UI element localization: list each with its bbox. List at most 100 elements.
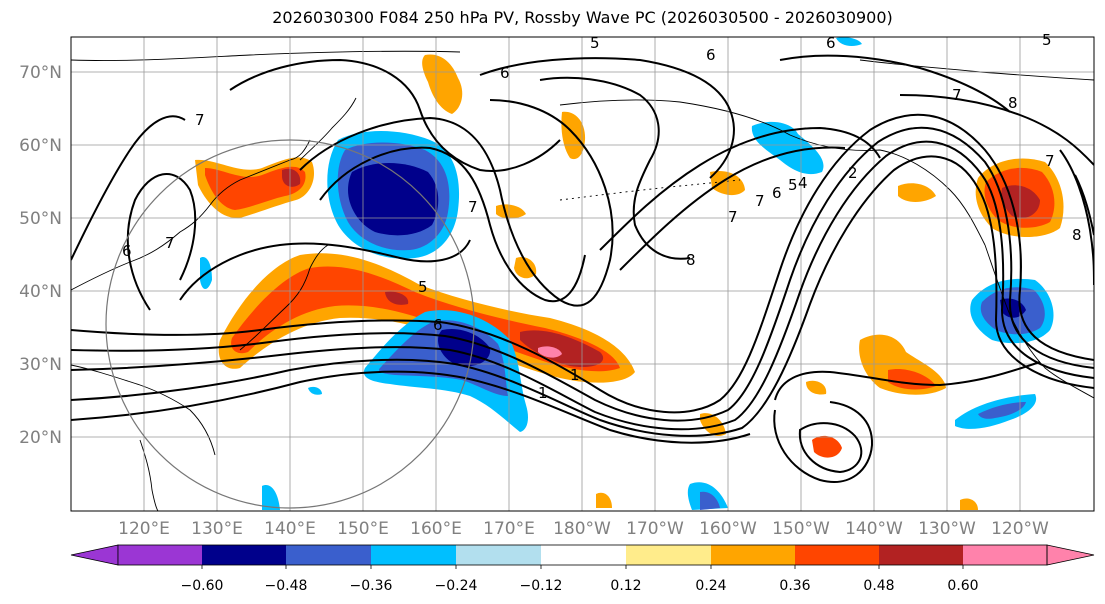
coast-alaska bbox=[559, 99, 986, 246]
lat-label-50n: 50°N bbox=[19, 209, 62, 229]
contour-label: 1 bbox=[538, 384, 548, 402]
contour-label: 7 bbox=[952, 86, 962, 104]
contour-label: 5 bbox=[418, 278, 428, 296]
positive-anomaly-small-2 bbox=[806, 380, 827, 395]
contour-label: 6 bbox=[122, 242, 132, 260]
lon-label-150e: 150°E bbox=[337, 519, 389, 539]
colorbar: −0.60 −0.48 −0.36 −0.24 −0.12 0.12 0.24 … bbox=[70, 544, 1095, 594]
colorbar-segment bbox=[626, 545, 711, 565]
lon-label-130e: 130°E bbox=[191, 519, 243, 539]
contour-label: 5 bbox=[788, 176, 798, 194]
positive-anomaly-ec-pacific bbox=[898, 183, 936, 202]
colorbar-tick-label: −0.12 bbox=[520, 578, 563, 594]
colorbar-tick-label: −0.24 bbox=[435, 578, 478, 594]
colorbar-tick-label: 0.36 bbox=[779, 578, 810, 594]
pv-contour-dateline-2 bbox=[619, 146, 846, 271]
lon-label-140e: 140°E bbox=[264, 519, 316, 539]
contour-label: 2 bbox=[848, 164, 858, 182]
pv-contour-north-5 bbox=[899, 94, 1094, 166]
pv-contour-ne-1 bbox=[1059, 149, 1094, 286]
coast-arctic bbox=[71, 50, 461, 61]
positive-anomaly-small-4 bbox=[960, 498, 978, 510]
positive-anomaly-tropics bbox=[812, 435, 842, 458]
positive-anomaly-bering bbox=[561, 111, 586, 160]
coast-kamchatka bbox=[299, 97, 357, 161]
longitude-labels: 120°E 130°E 140°E 150°E 160°E 170°E 180°… bbox=[118, 519, 1049, 539]
positive-anomaly-mid-pacific bbox=[514, 256, 537, 279]
colorbar-extend-low bbox=[70, 544, 119, 566]
lat-label-70n: 70°N bbox=[19, 63, 62, 83]
contour-label: 5 bbox=[1042, 31, 1052, 49]
lat-label-40n: 40°N bbox=[19, 282, 62, 302]
contour-label: 5 bbox=[590, 34, 600, 52]
positive-anomaly-aleutian bbox=[496, 204, 526, 219]
colorbar-frame bbox=[117, 544, 1048, 566]
contour-label: 7 bbox=[1045, 152, 1055, 170]
colorbar-segment bbox=[541, 545, 626, 565]
figure-title: 2026030300 F084 250 hPa PV, Rossby Wave … bbox=[272, 8, 893, 27]
colorbar-tick-label: 0.48 bbox=[863, 578, 894, 594]
pv-contour-west-ridge bbox=[126, 173, 197, 311]
contour-label: 4 bbox=[798, 174, 808, 192]
pv-contour-north-4 bbox=[779, 54, 1011, 113]
contour-label: 6 bbox=[772, 184, 782, 202]
lon-label-120e: 120°E bbox=[118, 519, 170, 539]
contour-label: 7 bbox=[195, 111, 205, 129]
lon-label-160e: 160°E bbox=[410, 519, 462, 539]
lon-label-140w: 140°W bbox=[845, 519, 903, 539]
coast-asia-east bbox=[71, 139, 311, 291]
positive-anomaly-west-coast-deep bbox=[1001, 185, 1040, 219]
positive-anomaly-small-1 bbox=[700, 413, 726, 437]
positive-anomaly-alaska-strip bbox=[422, 54, 463, 114]
contour-label: 7 bbox=[165, 234, 175, 252]
latitude-labels: 20°N 30°N 40°N 50°N 60°N 70°N bbox=[19, 63, 62, 448]
pv-contour-ne-2 bbox=[1074, 174, 1094, 236]
colorbar-segment bbox=[795, 545, 879, 565]
coast-philippines bbox=[139, 439, 159, 511]
colorbar-segment bbox=[456, 545, 541, 565]
negative-anomaly-mexico-mid bbox=[978, 402, 1026, 419]
colorbar-segment bbox=[286, 545, 371, 565]
lon-label-170e: 170°E bbox=[483, 519, 535, 539]
pv-contours bbox=[71, 54, 1094, 483]
lon-label-150w: 150°W bbox=[772, 519, 830, 539]
pv-contour-north-2 bbox=[479, 57, 735, 179]
coastlines bbox=[71, 50, 1094, 511]
contour-label: 8 bbox=[686, 251, 696, 269]
pv-contour-north-3 bbox=[539, 76, 691, 260]
contour-label: 7 bbox=[728, 208, 738, 226]
contour-label: 6 bbox=[500, 64, 510, 82]
pv-contour-jet-3 bbox=[71, 140, 1094, 431]
contour-label: 7 bbox=[755, 192, 765, 210]
contour-label: 7 bbox=[468, 198, 478, 216]
lon-label-170w: 170°W bbox=[626, 519, 684, 539]
lat-label-20n: 20°N bbox=[19, 428, 62, 448]
negative-anomaly-nw-pacific-deep bbox=[348, 163, 439, 236]
graticule bbox=[71, 37, 1094, 511]
colorbar-segment bbox=[711, 545, 795, 565]
pv-contour-west-loop bbox=[71, 115, 186, 261]
negative-anomaly-small-5 bbox=[836, 37, 862, 46]
colorbar-tick-label: 0.24 bbox=[695, 578, 726, 594]
negative-anomaly-small-3 bbox=[262, 485, 280, 510]
colorbar-ticks bbox=[201, 565, 964, 569]
lon-label-180w: 180°W bbox=[553, 519, 611, 539]
positive-anomaly-ne-asia-mid bbox=[205, 166, 306, 210]
colorbar-tick-label: 0.12 bbox=[610, 578, 641, 594]
pv-anomaly-fills bbox=[195, 37, 1064, 510]
positive-anomaly-max bbox=[538, 346, 562, 358]
pv-contour-trough-2 bbox=[319, 146, 586, 303]
coast-aleutians bbox=[559, 179, 741, 201]
colorbar-tick-label: −0.36 bbox=[350, 578, 393, 594]
pv-contour-subtropical-loop bbox=[774, 361, 1041, 401]
contour-label: 8 bbox=[1008, 94, 1018, 112]
domain-circle bbox=[105, 139, 475, 509]
positive-anomaly-small-3 bbox=[596, 492, 612, 508]
contour-labels: 5 6 7 7 6 7 6 5 1 6 7 8 7 6 5 4 2 7 8 1 … bbox=[122, 31, 1082, 402]
colorbar-segment bbox=[879, 545, 963, 565]
colorbar-tick-label: −0.60 bbox=[181, 578, 224, 594]
colorbar-tick-label: −0.48 bbox=[265, 578, 308, 594]
positive-anomaly-gulf-alaska bbox=[710, 170, 745, 196]
lon-label-120w: 120°W bbox=[991, 519, 1049, 539]
coast-china bbox=[71, 364, 216, 456]
